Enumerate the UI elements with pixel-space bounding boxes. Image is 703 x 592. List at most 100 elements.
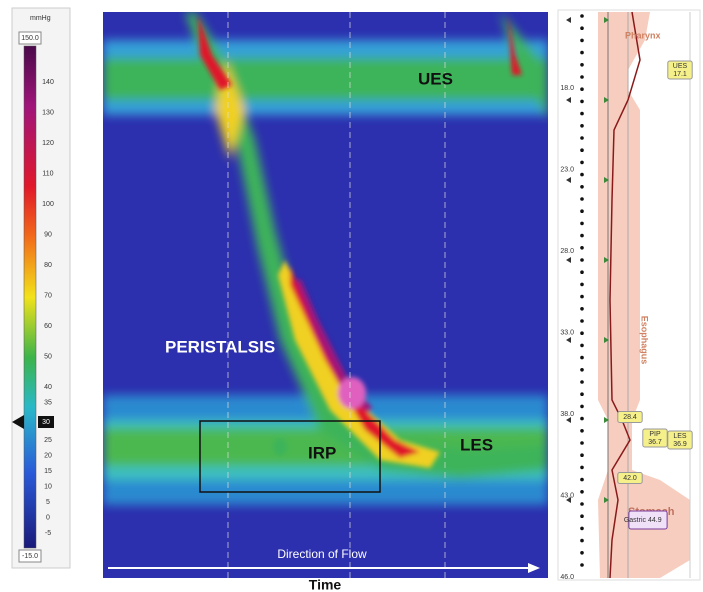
- position-label: 18.0: [560, 85, 574, 92]
- sensor-dot: [580, 161, 584, 165]
- marker-value: 36.7: [648, 439, 662, 446]
- marker-name: LES: [673, 433, 687, 440]
- position-label: 23.0: [560, 166, 574, 173]
- anatomy-panel: Pharynx Esophagus Stomach 18.023.028.033…: [558, 10, 700, 581]
- sensor-dot: [580, 295, 584, 299]
- sensor-dot: [580, 26, 584, 30]
- sensor-dot: [580, 368, 584, 372]
- sensor-dot: [580, 100, 584, 104]
- sensor-dot: [580, 490, 584, 494]
- sensor-dot: [580, 39, 584, 43]
- sensor-dot: [580, 63, 584, 67]
- scale-tick-label: 60: [44, 323, 52, 330]
- position-label: 28.0: [560, 248, 574, 255]
- sensor-dot: [580, 417, 584, 421]
- x-label: Time: [309, 577, 342, 592]
- scale-tick-label: 90: [44, 231, 52, 238]
- sensor-dot: [580, 344, 584, 348]
- sensor-dot: [580, 87, 584, 91]
- sensor-dot: [580, 539, 584, 543]
- scale-max: 150.0: [21, 35, 39, 42]
- sensor-dot: [580, 392, 584, 396]
- sensor-dot: [580, 124, 584, 128]
- scale-tick-label: 140: [42, 79, 54, 86]
- sensor-dot: [580, 112, 584, 116]
- sensor-dot: [580, 51, 584, 55]
- marker-name: PIP: [649, 431, 661, 438]
- sensor-dot: [580, 197, 584, 201]
- scale-tick-label: 10: [44, 483, 52, 490]
- scale-tick-label: 15: [44, 468, 52, 475]
- sensor-dot: [580, 319, 584, 323]
- flow-label: Direction of Flow: [277, 547, 367, 561]
- marker-value: 44.9: [648, 517, 662, 524]
- sensor-dot: [580, 136, 584, 140]
- position-label: 43.0: [560, 492, 574, 499]
- scale-bar: [24, 46, 36, 548]
- scale-tick-label: 110: [42, 170, 53, 177]
- marker-value: 17.1: [673, 71, 687, 78]
- sensor-dot: [580, 405, 584, 409]
- sensor-dot: [580, 466, 584, 470]
- scale-current: 30: [42, 419, 50, 426]
- sensor-dot: [580, 75, 584, 79]
- sensor-dot: [580, 307, 584, 311]
- sensor-dot: [580, 234, 584, 238]
- scale-unit: mmHg: [30, 15, 51, 22]
- position-label: 46.0: [560, 574, 574, 581]
- heatmap: UES PERISTALSIS IRP LES Direction of Flo…: [103, 12, 548, 578]
- sensor-dot: [580, 527, 584, 531]
- position-label: 38.0: [560, 411, 574, 418]
- sensor-dot: [580, 258, 584, 262]
- figure: mmHg 150.0 30 -15.0 14013012011010090807…: [0, 0, 703, 592]
- scale-min: -15.0: [22, 553, 38, 560]
- label-ues: UES: [418, 69, 453, 88]
- sensor-dot: [580, 185, 584, 189]
- sensor-dot: [580, 551, 584, 555]
- label-les: LES: [460, 435, 493, 454]
- sensor-dot: [580, 270, 584, 274]
- sensor-dot: [580, 429, 584, 433]
- scale-tick-label: 35: [44, 399, 52, 406]
- scale-tick-label: 50: [44, 353, 52, 360]
- scale-tick-label: 20: [44, 452, 52, 459]
- sensor-dot: [580, 502, 584, 506]
- scale-tick-label: 120: [42, 140, 54, 147]
- marker-name: Gastric: [624, 517, 647, 524]
- scale-panel: [12, 8, 70, 568]
- sensor-dot: [580, 283, 584, 287]
- marker-name: UES: [673, 63, 688, 70]
- sensor-dot: [580, 514, 584, 518]
- region-esophagus: Esophagus: [640, 316, 650, 365]
- label-irp: IRP: [308, 443, 336, 462]
- sensor-dot: [580, 478, 584, 482]
- scale-tick-label: 100: [42, 201, 54, 208]
- region-pharynx: Pharynx: [625, 30, 661, 40]
- sensor-dot: [580, 148, 584, 152]
- sensor-dot: [580, 380, 584, 384]
- marker-value: 36.9: [673, 441, 687, 448]
- position-label: 33.0: [560, 329, 574, 336]
- scale-tick-label: 0: [46, 514, 50, 521]
- marker-value: 28.4: [623, 414, 637, 421]
- sensor-dot: [580, 222, 584, 226]
- sensor-dot: [580, 453, 584, 457]
- sensor-dot: [580, 441, 584, 445]
- scale-tick-label: 80: [44, 262, 52, 269]
- sensor-dot: [580, 14, 584, 18]
- marker-value: 42.0: [623, 475, 637, 482]
- sensor-dot: [580, 246, 584, 250]
- scale-tick-label: -5: [45, 530, 51, 537]
- scale-tick-label: 130: [42, 109, 54, 116]
- scale-tick-label: 40: [44, 384, 52, 391]
- sensor-dot: [580, 209, 584, 213]
- sensor-dot: [580, 356, 584, 360]
- label-peristalsis: PERISTALSIS: [165, 337, 275, 356]
- sensor-dot: [580, 563, 584, 567]
- sensor-dot: [580, 331, 584, 335]
- sensor-dot: [580, 173, 584, 177]
- scale-tick-label: 25: [44, 437, 52, 444]
- scale-tick-label: 70: [44, 292, 52, 299]
- scale-tick-label: 5: [46, 499, 50, 506]
- color-scale: mmHg 150.0 30 -15.0 14013012011010090807…: [12, 8, 70, 568]
